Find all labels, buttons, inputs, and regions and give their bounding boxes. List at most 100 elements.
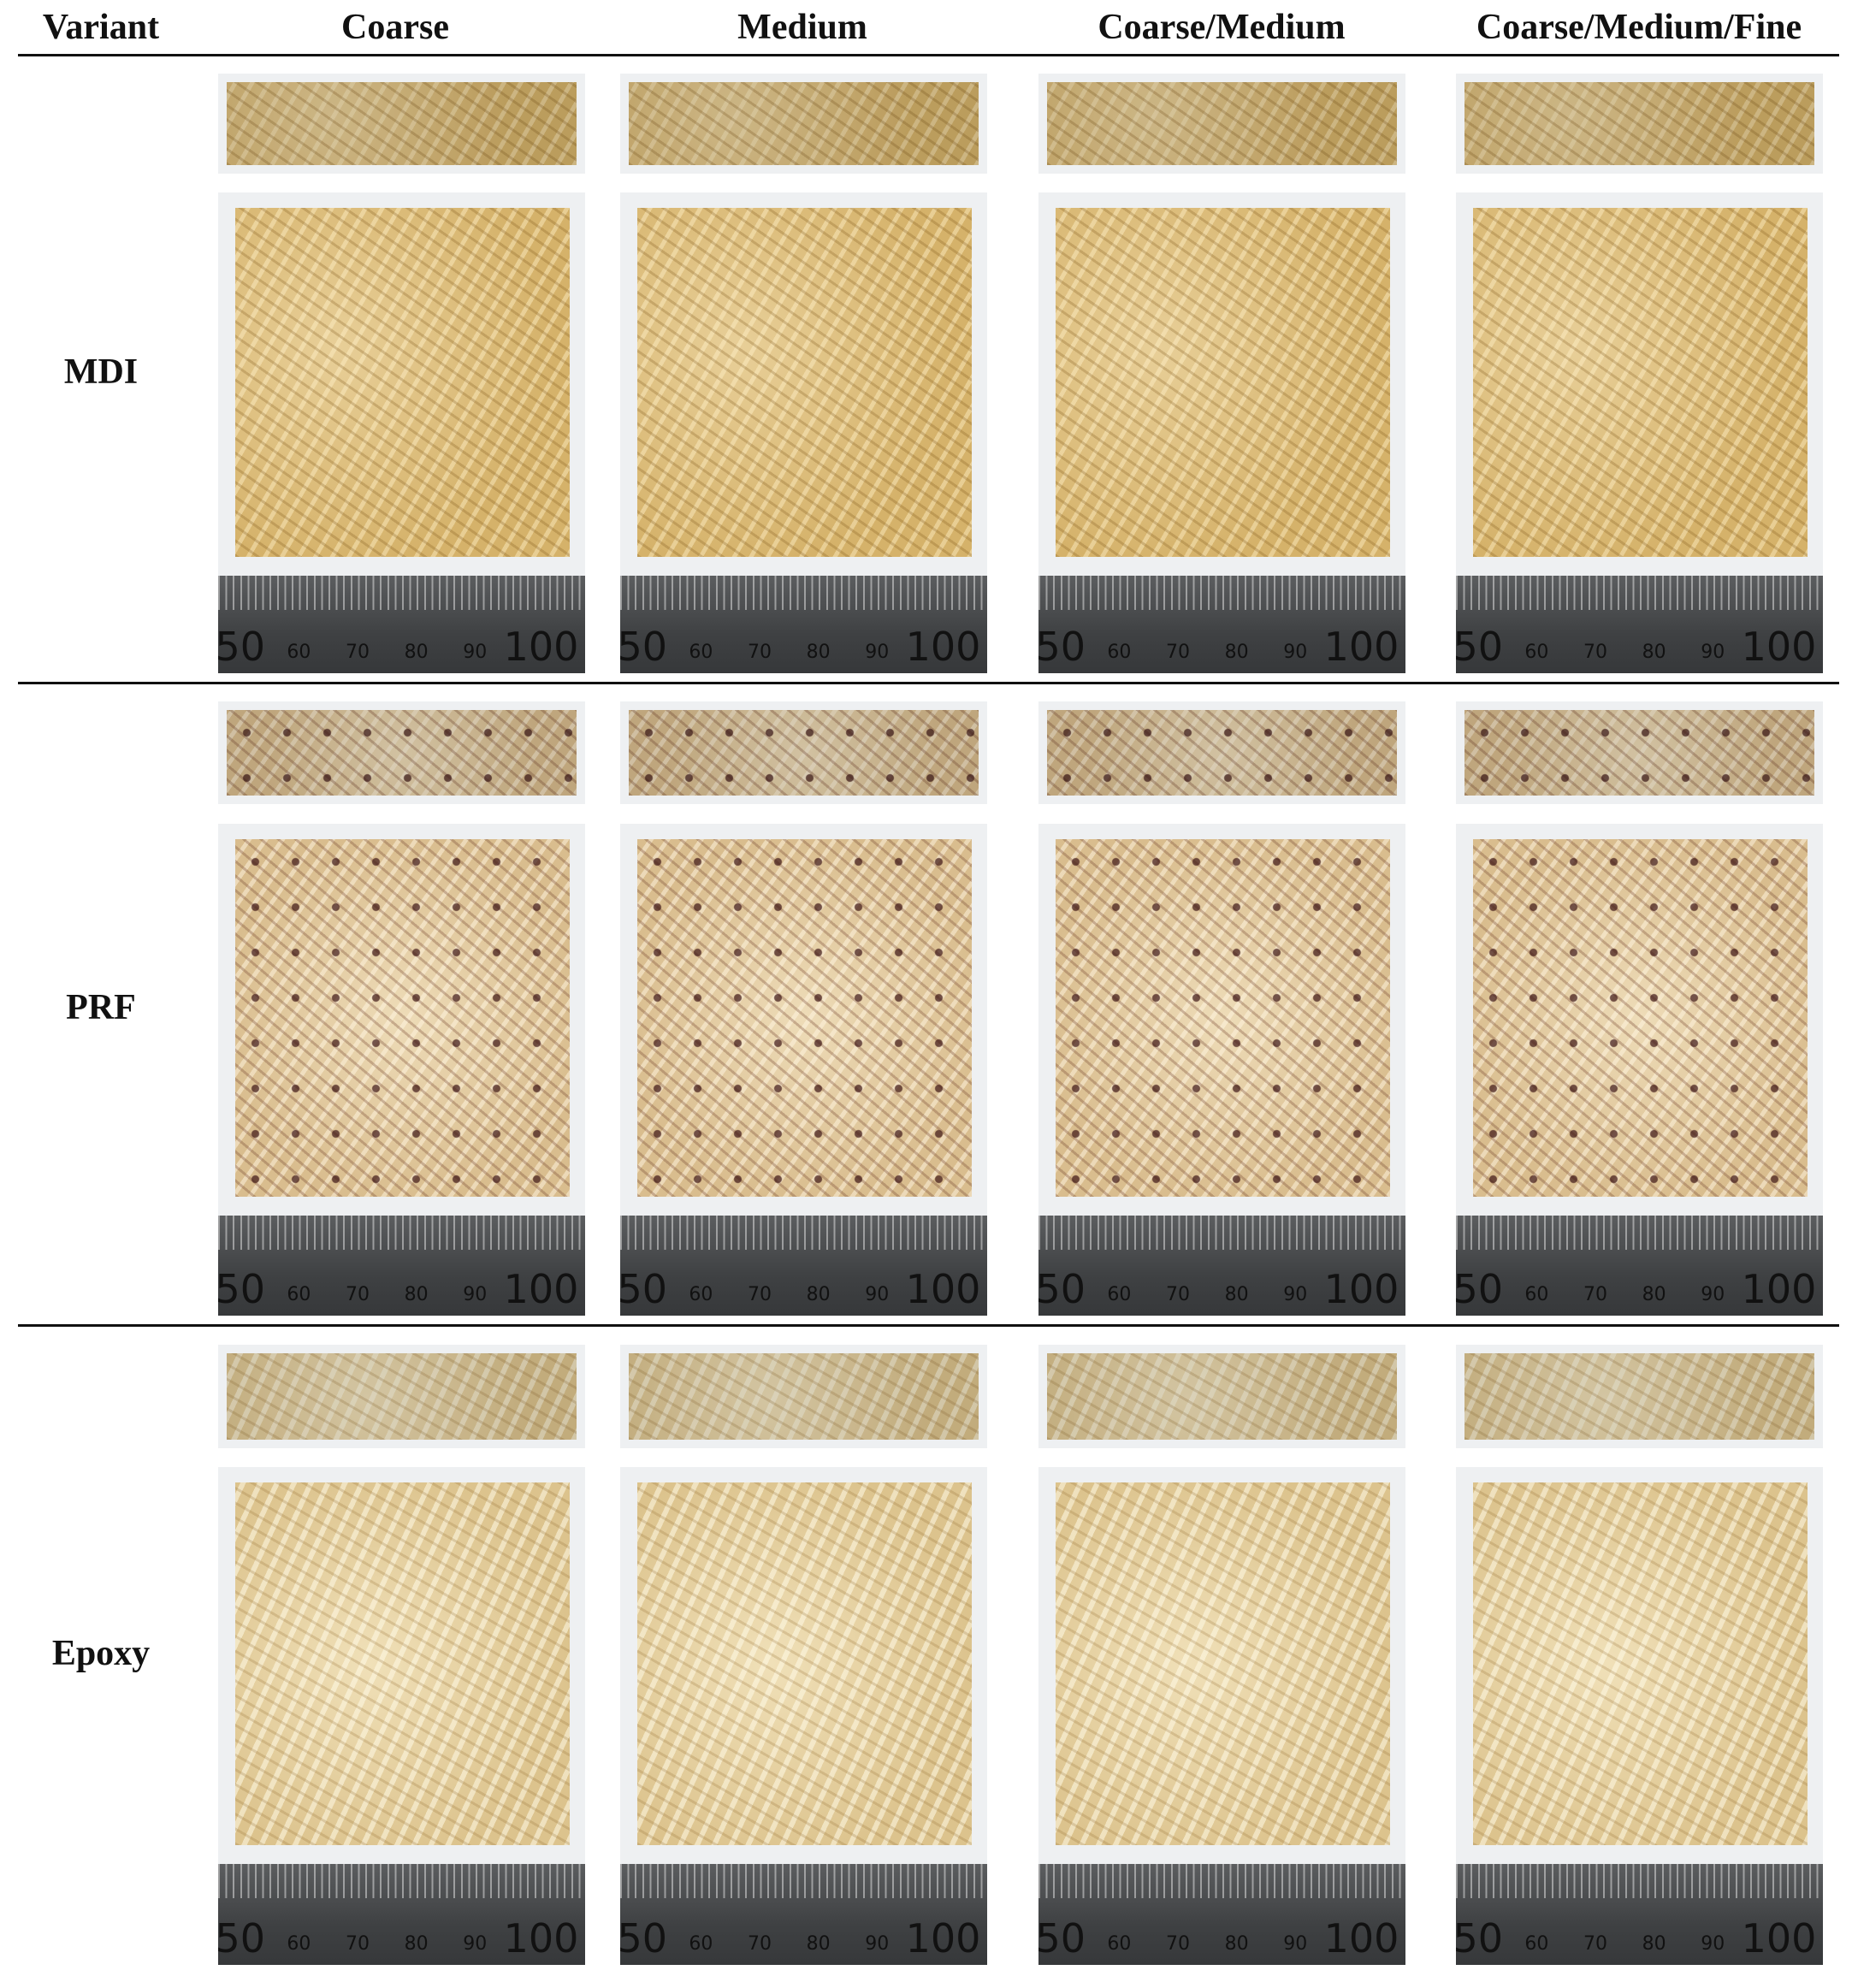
texture [1464, 82, 1814, 165]
ruler-label: 70 [748, 1283, 772, 1305]
ruler-label: 80 [806, 642, 831, 663]
ruler-label: 50 [1456, 624, 1504, 670]
texture [227, 710, 577, 796]
ruler-label: 50 [1456, 1914, 1504, 1961]
row-rule [18, 682, 1839, 684]
ruler-label: 80 [404, 642, 429, 663]
ruler-label: 90 [865, 642, 890, 663]
ruler-label: 50 [218, 1914, 266, 1961]
ruler-label: 80 [1642, 1283, 1666, 1305]
column-header: Coarse/Medium [1098, 8, 1346, 47]
sample-cell: 50 60 70 80 90 100 [1038, 1326, 1405, 1975]
surface-photo [1456, 823, 1823, 1216]
surface-photo [1038, 1467, 1405, 1864]
sample-cell: 50 60 70 80 90 100 [620, 1326, 987, 1975]
ruler-label: 90 [1283, 642, 1308, 663]
ruler-label: 100 [503, 1914, 579, 1961]
header-rule [18, 54, 1839, 56]
ruler-label: 50 [218, 624, 266, 670]
texture [1056, 208, 1390, 557]
ruler-label: 80 [1224, 1283, 1249, 1305]
ruler-label: 100 [503, 1265, 579, 1312]
column-header: Coarse/Medium/Fine [1476, 8, 1802, 47]
ruler-label: 70 [1166, 642, 1191, 663]
ruler-label: 90 [865, 1283, 890, 1305]
ruler-label: 100 [1323, 1265, 1399, 1312]
edge-photo [620, 1344, 987, 1448]
ruler: 50 60 70 80 90 100 [1038, 576, 1405, 673]
row-rule [18, 1324, 1839, 1327]
ruler-label: 100 [905, 624, 981, 670]
ruler-label: 100 [905, 1914, 981, 1961]
surface-photo [1456, 1467, 1823, 1864]
edge-photo [1038, 701, 1405, 805]
row-label: Epoxy [51, 1633, 151, 1673]
surface-photo [620, 823, 987, 1216]
texture [1473, 1482, 1808, 1845]
ruler-label: 60 [1524, 642, 1549, 663]
texture [629, 82, 979, 165]
ruler-label: 90 [463, 642, 488, 663]
ruler: 50 60 70 80 90 100 [1456, 576, 1823, 673]
ruler-label: 70 [346, 642, 370, 663]
texture [1464, 1352, 1814, 1440]
texture [637, 838, 972, 1198]
sample-cell: 50 60 70 80 90 100 [218, 56, 585, 683]
ruler-label: 60 [689, 1283, 713, 1305]
ruler: 50 60 70 80 90 100 [1038, 1863, 1405, 1965]
ruler-label: 50 [620, 1914, 668, 1961]
ruler-label: 60 [689, 1932, 713, 1955]
ruler-label: 80 [404, 1283, 429, 1305]
ruler-label: 90 [1283, 1932, 1308, 1955]
ruler: 50 60 70 80 90 100 [1456, 1216, 1823, 1316]
row-label: PRF [66, 987, 136, 1027]
ruler-label: 60 [287, 1932, 311, 1955]
ruler-label: 70 [1166, 1283, 1191, 1305]
ruler-label: 90 [1701, 1932, 1725, 1955]
sample-cell: 50 60 70 80 90 100 [1038, 683, 1405, 1326]
edge-photo [1456, 74, 1823, 174]
ruler-label: 50 [218, 1265, 266, 1312]
ruler-label: 80 [1642, 1932, 1666, 1955]
texture [1464, 710, 1814, 796]
texture [1473, 208, 1808, 557]
ruler-label: 70 [1583, 642, 1608, 663]
ruler-label: 70 [346, 1932, 370, 1955]
texture [629, 710, 979, 796]
texture [227, 82, 577, 165]
surface-photo [620, 1467, 987, 1864]
ruler-label: 50 [620, 624, 668, 670]
texture [235, 208, 570, 557]
ruler-label: 50 [1038, 1914, 1086, 1961]
edge-photo [620, 74, 987, 174]
edge-photo [620, 701, 987, 805]
ruler-label: 100 [1741, 624, 1817, 670]
edge-photo [1456, 701, 1823, 805]
edge-photo [218, 1344, 585, 1448]
ruler-label: 80 [1642, 642, 1666, 663]
edge-photo [1456, 1344, 1823, 1448]
texture [1047, 1352, 1397, 1440]
ruler-label: 70 [1166, 1932, 1191, 1955]
ruler-label: 100 [1323, 624, 1399, 670]
ruler-label: 50 [1456, 1265, 1504, 1312]
sample-cell: 50 60 70 80 90 100 [620, 56, 987, 683]
texture [629, 1352, 979, 1440]
ruler-label: 80 [404, 1932, 429, 1955]
ruler-label: 90 [865, 1932, 890, 1955]
texture [1056, 838, 1390, 1198]
edge-photo [218, 74, 585, 174]
texture [1056, 1482, 1390, 1845]
sample-cell: 50 60 70 80 90 100 [1456, 56, 1823, 683]
surface-photo [1038, 192, 1405, 576]
ruler-label: 60 [1524, 1283, 1549, 1305]
column-header: Variant [42, 8, 160, 47]
ruler-label: 70 [1583, 1932, 1608, 1955]
sample-cell: 50 60 70 80 90 100 [620, 683, 987, 1326]
ruler: 50 60 70 80 90 100 [218, 1216, 585, 1316]
texture [637, 1482, 972, 1845]
ruler-label: 100 [1323, 1914, 1399, 1961]
texture [1473, 838, 1808, 1198]
ruler-label: 60 [1107, 1932, 1132, 1955]
